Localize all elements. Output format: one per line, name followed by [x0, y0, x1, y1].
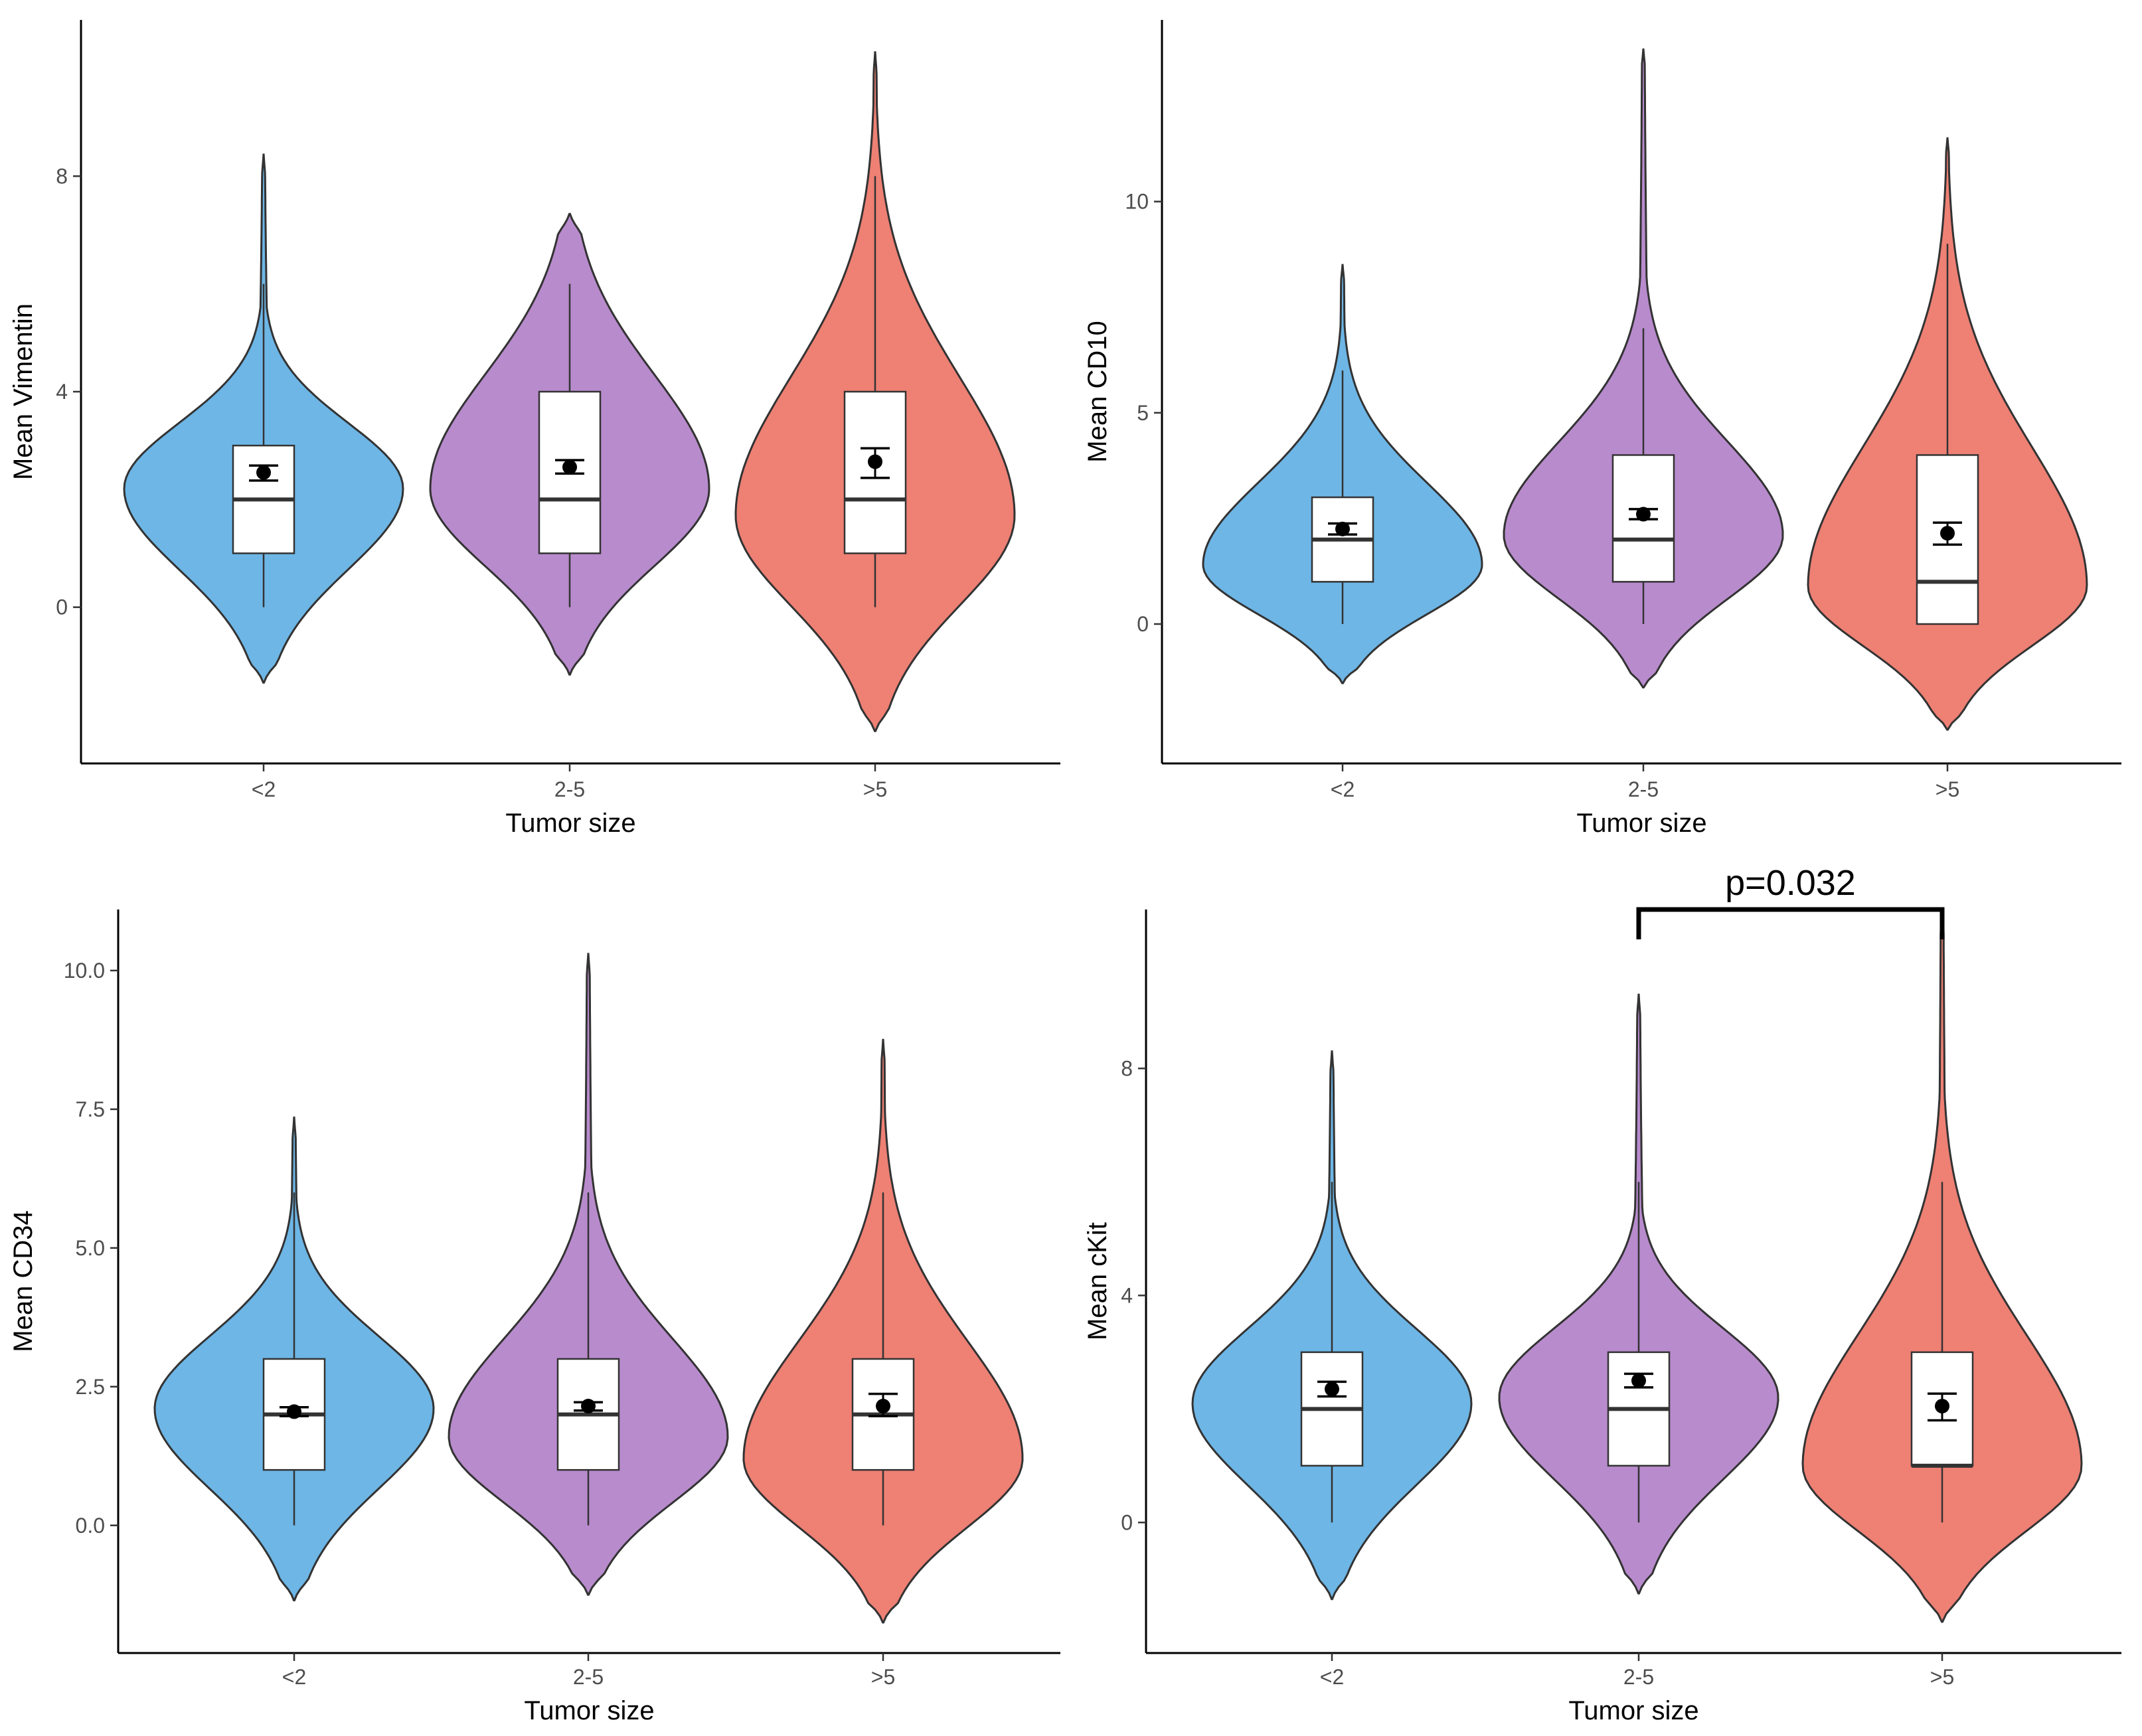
x-tick-label-2-5: 2-5 — [1623, 1665, 1654, 1689]
y-axis-title: Mean CD34 — [9, 1210, 38, 1352]
y-tick-label: 8 — [1121, 1056, 1133, 1080]
mean-point-2-5 — [1636, 507, 1651, 522]
x-tick-label-gt5: >5 — [1930, 1665, 1954, 1689]
mean-point-gt5 — [1940, 526, 1955, 541]
x-tick-label-lt2: <2 — [1331, 777, 1355, 801]
y-tick-label: 7.5 — [76, 1097, 105, 1121]
y-tick-label: 5.0 — [76, 1236, 105, 1260]
x-tick-label-lt2: <2 — [282, 1665, 306, 1689]
x-tick-label-2-5: 2-5 — [573, 1665, 604, 1689]
x-axis-title: Tumor size — [1576, 809, 1706, 838]
y-tick-label: 2.5 — [76, 1375, 105, 1399]
y-axis-title: Mean Vimentin — [9, 303, 38, 480]
x-tick-label-lt2: <2 — [1320, 1665, 1344, 1689]
mean-point-2-5 — [562, 459, 577, 475]
x-axis-title: Tumor size — [505, 809, 635, 838]
y-axis-title: Mean cKit — [1083, 1222, 1112, 1340]
y-tick-label: 0 — [1121, 1510, 1133, 1534]
mean-point-2-5 — [1631, 1373, 1646, 1388]
mean-point-lt2 — [287, 1404, 301, 1419]
y-tick-label: 10.0 — [64, 959, 105, 983]
x-axis-title: Tumor size — [1568, 1696, 1698, 1725]
mean-point-gt5 — [1935, 1399, 1949, 1414]
x-tick-label-gt5: >5 — [863, 777, 887, 801]
box-2-5 — [1611, 454, 1675, 583]
y-tick-label: 0 — [1137, 612, 1149, 636]
y-tick-label: 8 — [56, 164, 68, 188]
p-value-label: p=0.032 — [1725, 863, 1856, 903]
mean-point-gt5 — [868, 454, 882, 469]
x-axis-title: Tumor size — [524, 1696, 654, 1725]
x-tick-label-lt2: <2 — [252, 777, 276, 801]
y-axis-title: Mean CD10 — [1083, 321, 1112, 462]
significance-bracket — [1636, 907, 1945, 939]
panel-2: 0 5 10 Mean CD10 Tumor size <2 2-5 >5 — [1083, 20, 2121, 838]
x-tick-label-gt5: >5 — [871, 1665, 895, 1689]
y-tick-label: 4 — [1121, 1283, 1133, 1307]
mean-point-2-5 — [581, 1399, 596, 1414]
y-tick-label: 10 — [1125, 190, 1149, 214]
mean-point-lt2 — [1325, 1381, 1339, 1397]
y-tick-label: 0 — [56, 595, 68, 619]
y-tick-label: 0.0 — [76, 1514, 105, 1538]
panel-1: 0 4 8 Mean Vimentin Tumor size <2 2-5 >5 — [9, 20, 1060, 838]
y-tick-label: 4 — [56, 380, 68, 404]
x-tick-label-2-5: 2-5 — [1628, 777, 1659, 801]
mean-point-lt2 — [1335, 521, 1350, 536]
x-tick-label-2-5: 2-5 — [554, 777, 585, 801]
panel-3: 0.0 2.5 5.0 7.5 10.0 Mean CD34 Tumor size <2 2-5… — [9, 909, 1060, 1725]
mean-point-gt5 — [876, 1399, 890, 1414]
x-tick-label-gt5: >5 — [1936, 777, 1959, 801]
y-tick-label: 5 — [1137, 401, 1149, 425]
panel-4: 0 4 8 Mean cKit Tumor size <2 2-5 >5 p=0.032 — [1083, 863, 2121, 1725]
mean-point-lt2 — [256, 465, 271, 480]
